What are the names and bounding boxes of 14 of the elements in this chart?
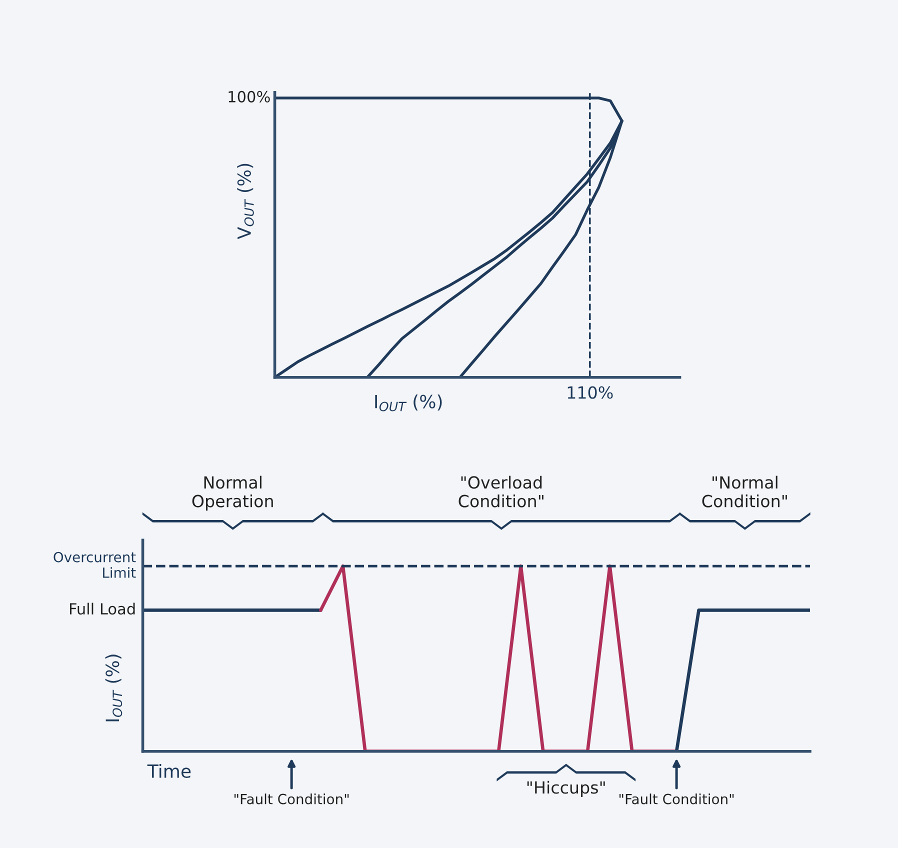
text: Normal Operation	[192, 476, 273, 511]
ref-line-label: Overcurrent Limit	[54, 552, 136, 578]
text: "Fault Condition"	[234, 794, 349, 804]
text: 100%	[228, 90, 270, 102]
y-axis-title: V$_{OUT}$ (%)	[237, 164, 254, 240]
x-axis-title: Time	[147, 764, 191, 778]
text: "Normal Condition"	[702, 476, 787, 508]
text: "Fault Condition"	[619, 794, 734, 804]
x-axis-title: I$_{OUT}$ (%)	[375, 394, 442, 412]
text: 110%	[568, 386, 613, 399]
y-axis-title: I$_{OUT}$ (%)	[105, 654, 122, 722]
text: Full Load	[70, 602, 135, 615]
text: "Hiccups"	[527, 780, 605, 798]
text: "Overload Condition"	[458, 476, 544, 508]
